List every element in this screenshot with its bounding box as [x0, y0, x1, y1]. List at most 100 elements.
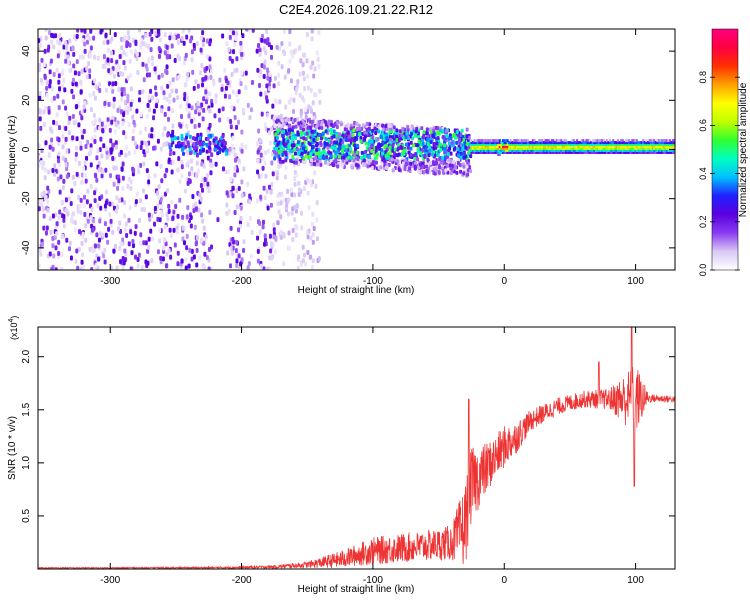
spectrogram-carrier-cell	[528, 143, 531, 147]
spectrogram-noise-cell	[299, 210, 303, 216]
spectrogram-noise-cell	[229, 263, 233, 269]
spectrogram-carrier-cell	[650, 143, 653, 147]
spectrogram-carrier-cell	[643, 147, 646, 151]
spectrogram-noise-cell	[120, 87, 124, 93]
spectrogram-signal-cell	[449, 171, 453, 176]
spectrogram-carrier-cell	[599, 143, 602, 147]
spectrogram-noise-cell	[117, 226, 121, 232]
spectrogram-noise-cell	[86, 33, 90, 39]
spectrogram-carrier-cell	[550, 141, 553, 145]
spectrogram-noise-cell	[47, 169, 51, 175]
spectrogram-signal-cell	[465, 127, 469, 132]
spectrogram-signal-cell	[287, 143, 291, 148]
spectrogram-carrier-cell	[604, 143, 607, 147]
spectrogram-noise-cell	[53, 171, 57, 177]
spectrogram-signal-cell	[205, 142, 209, 147]
spectrogram-signal-cell	[314, 125, 318, 130]
spectrogram-signal-cell	[355, 127, 359, 132]
spectrogram-noise-cell	[50, 86, 54, 92]
spectrogram-carrier-cell	[501, 148, 504, 152]
spectrogram-carrier-cell	[579, 148, 582, 152]
spectrogram-noise-cell	[44, 167, 48, 173]
spectrogram-carrier-cell	[661, 148, 664, 152]
spectrogram-noise-cell	[259, 69, 263, 75]
spectrogram-carrier-cell	[489, 143, 492, 147]
spectrogram-signal-cell	[292, 143, 296, 148]
spectrogram-noise-cell	[172, 97, 176, 103]
spectrogram-carrier-cell	[512, 145, 515, 149]
spectrogram-noise-cell	[270, 126, 274, 132]
spectrogram-carrier-cell	[561, 141, 564, 145]
spectrogram-carrier-cell	[546, 139, 549, 143]
spectrogram-noise-cell	[267, 42, 271, 48]
spectrogram-carrier-cell	[561, 145, 564, 149]
spectrogram-carrier-cell	[672, 141, 675, 145]
spectrogram-noise-cell	[183, 96, 187, 102]
spectrogram-noise-cell	[153, 173, 157, 179]
spectrogram-carrier-cell	[572, 143, 575, 147]
spectrogram-noise-cell	[307, 85, 311, 91]
spectrogram-signal-cell	[342, 155, 346, 160]
spectrogram-noise-cell	[61, 185, 65, 191]
spectrogram-noise-cell	[160, 72, 164, 78]
spectrogram-noise-cell	[208, 209, 212, 215]
spectrogram-noise-cell	[110, 58, 114, 64]
spectrogram-signal-cell	[438, 165, 442, 170]
spectrogram-noise-cell	[121, 37, 125, 43]
spectrogram-noise-cell	[171, 77, 175, 83]
spectrogram-noise-cell	[79, 266, 83, 270]
spectrogram-carrier-cell	[629, 148, 632, 152]
spectrogram-carrier-cell	[654, 147, 657, 151]
spectrogram-noise-cell	[210, 102, 214, 108]
spectrogram-noise-cell	[185, 162, 189, 168]
spectrogram-carrier-cell	[487, 141, 490, 145]
spectrogram-noise-cell	[202, 96, 206, 102]
spectrogram-noise-cell	[38, 95, 42, 101]
spectrogram-noise-cell	[196, 100, 200, 106]
spectrogram-carrier-cell	[495, 139, 498, 143]
spectrogram-noise-cell	[177, 156, 181, 162]
spectrogram-carrier-cell	[651, 147, 654, 151]
spectrogram-noise-cell	[138, 217, 142, 223]
spectrogram-noise-cell	[284, 165, 288, 171]
spectrogram-signal-cell	[336, 136, 340, 141]
spectrogram-noise-cell	[190, 118, 194, 124]
spectrogram-noise-cell	[43, 73, 47, 79]
spectrogram-noise-cell	[315, 50, 319, 56]
spectrogram-noise-cell	[276, 220, 280, 226]
spectrogram-noise-cell	[261, 165, 265, 171]
spectrogram-noise-cell	[44, 35, 48, 41]
spectrogram-carrier-cell	[524, 150, 527, 154]
spectrogram-carrier-cell	[601, 139, 604, 143]
spectrogram-carrier-cell	[501, 141, 504, 145]
spectrogram-signal-cell	[352, 128, 356, 133]
spectrogram-noise-cell	[79, 197, 83, 203]
spectrogram-noise-cell	[121, 161, 125, 167]
spectrogram-signal-cell	[376, 144, 380, 149]
spectrogram-noise-cell	[60, 199, 64, 205]
spectrogram-carrier-cell	[594, 141, 597, 145]
spectrogram-carrier-cell	[471, 150, 474, 154]
spectrogram-signal-cell	[346, 131, 350, 136]
spectrogram-carrier-cell	[637, 150, 640, 154]
spectrogram-noise-cell	[210, 244, 214, 250]
spectrogram-noise-cell	[161, 132, 165, 138]
spectrogram-noise-cell	[315, 200, 319, 206]
spectrogram-noise-cell	[87, 61, 91, 67]
spectrogram-noise-cell	[181, 214, 185, 220]
spectrogram-carrier-cell	[596, 147, 599, 151]
spectrogram-noise-cell	[306, 229, 310, 235]
spectrogram-noise-cell	[227, 47, 231, 53]
spectrogram-carrier-cell	[670, 143, 673, 147]
spectrogram-signal-cell	[304, 154, 308, 159]
spectrogram-carrier-cell	[527, 148, 530, 152]
spectrogram-signal-cell	[324, 120, 328, 125]
spectrogram-noise-cell	[112, 165, 116, 171]
spectrogram-carrier-cell	[517, 139, 520, 143]
spectrogram-carrier-cell	[571, 150, 574, 154]
spectrogram-noise-cell	[208, 108, 212, 114]
colorbar: 0.00.20.40.60.8 Normalized spectral ampl…	[698, 28, 749, 276]
spectrogram-signal-cell	[312, 161, 316, 166]
spectrogram-signal-cell	[352, 158, 356, 163]
spectrogram-signal-cell	[418, 162, 422, 167]
